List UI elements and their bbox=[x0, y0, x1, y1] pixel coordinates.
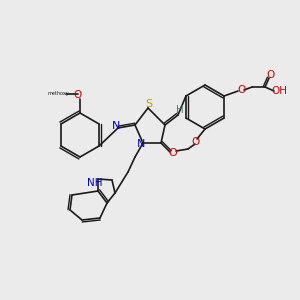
Text: H: H bbox=[176, 105, 184, 115]
Text: OH: OH bbox=[271, 86, 287, 96]
Text: O: O bbox=[237, 85, 245, 95]
Text: methoxy: methoxy bbox=[47, 92, 69, 97]
Text: O: O bbox=[266, 70, 274, 80]
Text: N: N bbox=[137, 139, 145, 149]
Text: NH: NH bbox=[87, 178, 103, 188]
Text: N: N bbox=[112, 121, 120, 131]
Text: O: O bbox=[74, 90, 82, 100]
Text: O: O bbox=[169, 148, 177, 158]
Text: S: S bbox=[146, 99, 153, 109]
Text: O: O bbox=[191, 137, 199, 147]
